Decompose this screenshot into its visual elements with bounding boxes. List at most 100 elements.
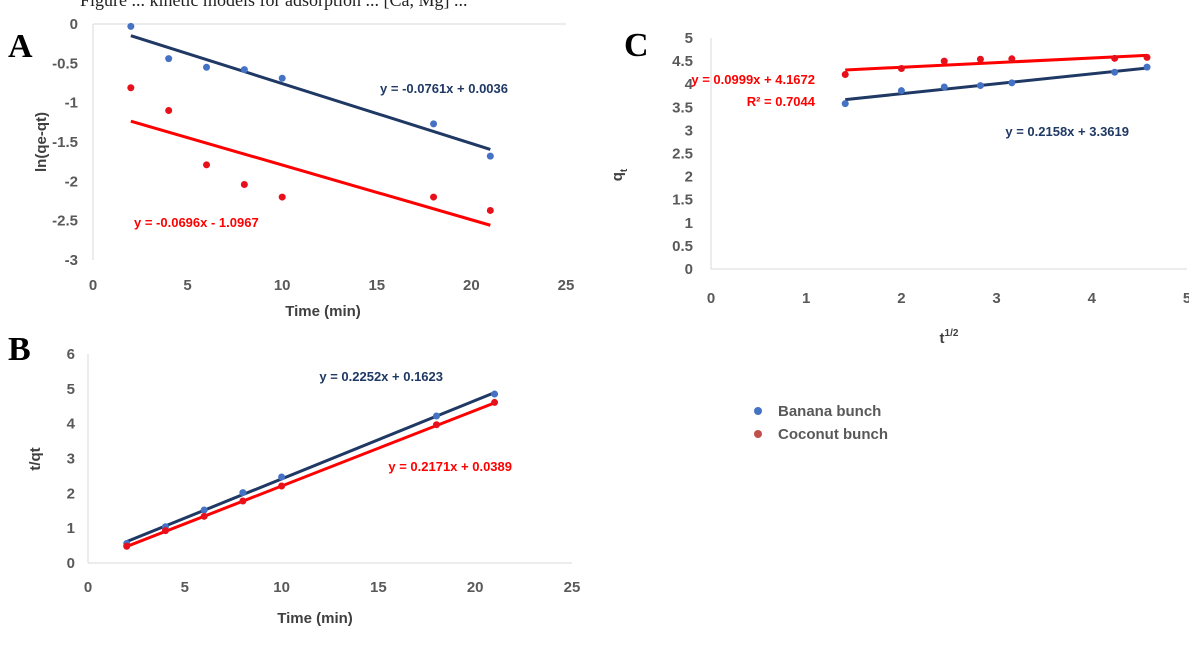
data-point-banana — [1111, 68, 1119, 76]
data-point-banana — [432, 412, 440, 420]
trend-equation-coconut: y = 0.0999x + 4.1672 — [691, 72, 815, 87]
data-point-banana — [940, 83, 948, 91]
legend-label: Banana bunch — [778, 403, 881, 420]
data-point-banana — [200, 506, 208, 514]
trendline-banana — [126, 391, 496, 544]
trendline-coconut — [845, 53, 1148, 72]
y-tick-label: 4.5 — [672, 53, 693, 70]
x-tick-label: 25 — [558, 277, 575, 294]
x-tick-label: 25 — [564, 579, 581, 596]
data-point-banana — [841, 100, 849, 108]
y-tick-label: -2 — [65, 173, 78, 190]
data-point-banana — [278, 74, 286, 82]
data-point-coconut — [240, 180, 248, 188]
y-axis-title: t/qt — [27, 447, 44, 470]
data-point-banana — [165, 55, 173, 63]
x-tick-label: 20 — [467, 579, 484, 596]
trend-equation-banana: y = 0.2252x + 0.1623 — [319, 369, 443, 384]
data-point-coconut — [203, 161, 211, 169]
x-tick-label: 5 — [183, 277, 191, 294]
data-point-coconut — [161, 527, 169, 535]
chart-panel-a: A 0 -0.5 -1 -1.5 -2 -2.5 -3 0 5 10 15 20 25 Time (min)… — [8, 16, 574, 320]
data-point-coconut — [1143, 53, 1151, 61]
data-point-coconut — [432, 421, 440, 429]
y-tick-label: 5 — [67, 381, 75, 398]
data-point-coconut — [486, 206, 494, 214]
y-tick-label: 4 — [67, 416, 76, 433]
data-point-coconut — [976, 55, 984, 63]
data-point-banana — [240, 66, 248, 74]
x-tick-label: 10 — [273, 579, 290, 596]
x-tick-label: 0 — [89, 277, 97, 294]
data-point-banana — [1143, 63, 1151, 71]
y-tick-label: -1.5 — [52, 134, 78, 151]
y-tick-label: 6 — [67, 346, 75, 363]
x-tick-label: 2 — [897, 290, 905, 307]
data-point-banana — [1008, 79, 1016, 87]
x-axis-title: Time (min) — [277, 610, 353, 627]
data-point-banana — [491, 390, 499, 398]
x-axis-title: Time (min) — [285, 303, 361, 320]
data-point-coconut — [940, 57, 948, 65]
y-tick-label: -1 — [65, 95, 78, 112]
trendline-banana — [845, 66, 1148, 102]
y-tick-label: 0.5 — [672, 238, 693, 255]
trendline-banana — [130, 34, 491, 151]
x-tick-label: 4 — [1088, 290, 1097, 307]
y-axis-title-subscript: t — [619, 168, 630, 172]
data-point-banana — [430, 120, 438, 128]
trend-equation-banana: y = -0.0761x + 0.0036 — [380, 81, 508, 96]
x-tick-label: 1 — [802, 290, 810, 307]
data-point-coconut — [278, 482, 286, 490]
x-tick-label: 20 — [463, 277, 480, 294]
y-tick-label: 1 — [685, 215, 693, 232]
y-tick-label: 1.5 — [672, 192, 693, 209]
y-tick-label: 0 — [70, 16, 78, 33]
r-squared-label: R² = 0.7044 — [747, 94, 816, 109]
y-tick-label: -2.5 — [52, 213, 78, 230]
data-point-coconut — [278, 193, 286, 201]
x-tick-label: 0 — [84, 579, 92, 596]
data-point-coconut — [841, 70, 849, 78]
data-point-banana — [897, 87, 905, 95]
trendline-coconut — [126, 401, 496, 548]
data-point-coconut — [1111, 54, 1119, 62]
legend-marker — [754, 407, 762, 415]
x-tick-label: 5 — [181, 579, 189, 596]
y-tick-label: 2 — [67, 485, 75, 502]
data-point-coconut — [165, 107, 173, 115]
x-axis-title: t1/2 — [940, 328, 959, 347]
x-tick-label: 10 — [274, 277, 291, 294]
y-tick-label: 3 — [685, 122, 693, 139]
panel-letter: A — [8, 28, 33, 65]
y-tick-label: -3 — [65, 252, 78, 269]
trend-equation-coconut: y = 0.2171x + 0.0389 — [388, 459, 512, 474]
figure-caption: Figure ... kinetic models for adsorption… — [0, 0, 1189, 12]
data-point-coconut — [491, 398, 499, 406]
legend-marker — [754, 430, 762, 438]
y-tick-label: 2 — [685, 169, 693, 186]
y-tick-label: 1 — [67, 520, 75, 537]
trend-equation-banana: y = 0.2158x + 3.3619 — [1005, 124, 1129, 139]
data-point-coconut — [127, 84, 135, 92]
data-point-coconut — [1008, 55, 1016, 63]
x-axis-title-superscript: 1/2 — [945, 328, 959, 339]
data-point-banana — [486, 152, 494, 160]
data-point-banana — [278, 473, 286, 481]
legend-label: Coconut bunch — [778, 426, 888, 443]
trend-equation-coconut: y = -0.0696x - 1.0967 — [134, 215, 259, 230]
y-tick-label: 3 — [67, 451, 75, 468]
x-tick-label: 0 — [707, 290, 715, 307]
y-axis-title: qt — [609, 168, 630, 181]
y-tick-label: 5 — [685, 30, 693, 47]
y-tick-label: 0 — [67, 555, 75, 572]
data-point-coconut — [897, 64, 905, 72]
y-tick-label: 0 — [685, 261, 693, 278]
data-point-banana — [239, 489, 247, 497]
panel-letter: C — [624, 27, 649, 64]
y-tick-label: 2.5 — [672, 146, 693, 163]
data-point-coconut — [123, 542, 131, 550]
data-point-coconut — [200, 512, 208, 520]
y-tick-label: 3.5 — [672, 99, 693, 116]
